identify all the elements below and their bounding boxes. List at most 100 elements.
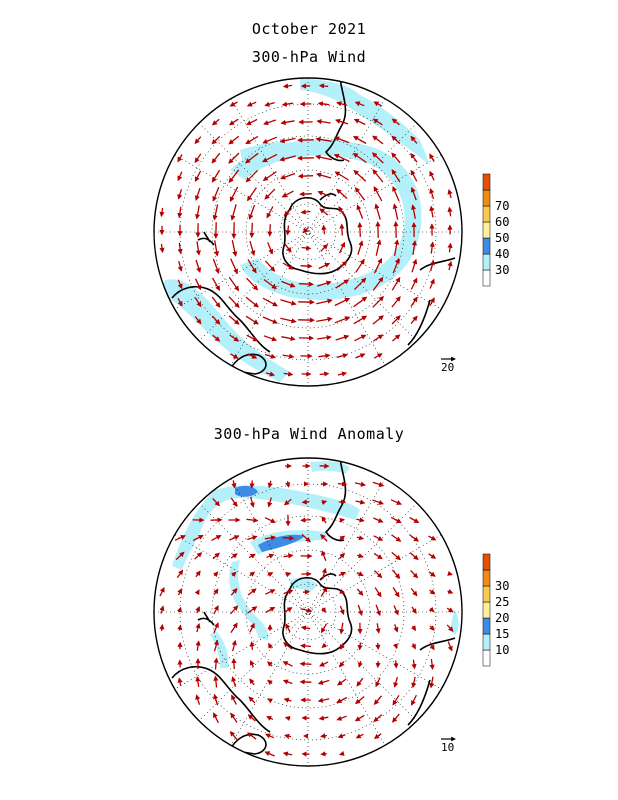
wind-vector — [392, 203, 399, 220]
wind-vector — [231, 240, 238, 257]
wind-vector — [411, 659, 417, 670]
wind-vector — [373, 695, 382, 705]
wind-vector — [228, 296, 240, 309]
wind-vector — [353, 277, 367, 291]
wind-vector — [410, 152, 418, 163]
wind-vector — [317, 679, 330, 685]
panel-1-reference-vector: 20 — [441, 356, 456, 374]
wind-vector — [339, 605, 345, 615]
panel-2-colorbar: 10 15 20 25 30 — [482, 553, 509, 667]
wind-vector — [335, 118, 349, 125]
wind-vector — [249, 659, 255, 668]
wind-vector — [228, 152, 240, 164]
wind-vector — [283, 553, 294, 559]
wind-vector — [177, 242, 183, 255]
wind-vector — [214, 240, 220, 257]
wind-vector — [446, 607, 454, 613]
wind-vector — [409, 534, 420, 542]
wind-vector — [177, 206, 183, 219]
wind-vector — [321, 516, 327, 524]
wind-vector — [428, 535, 437, 541]
panel-2-colorbar-label: 20 — [495, 611, 509, 625]
wind-vector — [320, 607, 326, 613]
wind-vector — [228, 315, 240, 325]
wind-vector — [321, 550, 327, 562]
wind-vector — [428, 553, 437, 559]
wind-vector — [248, 553, 256, 559]
wind-vector — [194, 316, 202, 325]
wind-vector — [374, 587, 382, 598]
wind-vector — [175, 551, 185, 561]
wind-vector — [263, 119, 277, 126]
wind-vector — [280, 119, 295, 126]
wind-vector — [375, 642, 381, 651]
wind-vector — [159, 605, 165, 614]
wind-vector — [280, 172, 296, 180]
wind-vector — [212, 204, 219, 221]
wind-vector — [356, 588, 364, 596]
wind-vector — [246, 277, 259, 291]
wind-vector — [356, 677, 364, 687]
wind-vector — [267, 480, 273, 489]
wind-vector — [246, 517, 259, 523]
wind-vector — [231, 657, 237, 670]
wind-vector — [429, 642, 435, 651]
wind-vector — [391, 152, 401, 164]
wind-vector — [297, 173, 314, 179]
wind-vector — [429, 589, 436, 595]
wind-vector — [282, 83, 293, 89]
wind-vector — [336, 715, 347, 721]
wind-vector — [264, 517, 276, 523]
wind-vector — [411, 258, 418, 273]
wind-vector — [321, 224, 327, 235]
wind-vector — [265, 260, 276, 272]
panel-2-colorbar-label: 30 — [495, 579, 509, 593]
wind-vector — [229, 535, 240, 541]
wind-vector — [372, 118, 383, 126]
wind-vector — [301, 499, 310, 505]
wind-vector — [339, 552, 346, 559]
wind-vector — [194, 589, 200, 596]
wind-vector — [281, 101, 294, 107]
wind-vector — [261, 153, 278, 163]
wind-vector — [372, 276, 384, 291]
wind-vector — [282, 353, 295, 359]
wind-vector — [231, 480, 237, 489]
wind-vector — [280, 317, 297, 324]
wind-vector — [246, 334, 259, 342]
wind-vector — [372, 499, 384, 505]
wind-vector — [338, 241, 346, 254]
wind-vector — [355, 696, 365, 705]
wind-vector — [283, 589, 294, 595]
wind-vector — [393, 677, 399, 688]
wind-vector — [230, 605, 239, 615]
wind-vector — [229, 334, 240, 342]
wind-vector — [247, 353, 258, 359]
wind-vector — [373, 552, 383, 560]
wind-vector — [213, 712, 219, 724]
wind-vector — [211, 152, 221, 164]
wind-vector — [176, 569, 184, 578]
wind-vector — [211, 169, 221, 183]
wind-vector — [262, 136, 278, 144]
wind-vector — [228, 169, 240, 184]
wind-vector — [159, 586, 165, 597]
wind-vector — [429, 278, 435, 289]
wind-vector — [334, 316, 351, 324]
wind-vector — [320, 533, 328, 542]
wind-vector — [177, 677, 183, 686]
wind-vector — [356, 517, 365, 523]
wind-vector — [373, 186, 383, 202]
wind-vector — [245, 118, 258, 126]
wind-vector — [354, 334, 367, 342]
wind-vector — [285, 572, 292, 577]
wind-vector — [229, 731, 239, 741]
wind-vector — [391, 334, 401, 342]
panel-1-title: 300-hPa Wind — [251, 48, 367, 66]
panel-2-colorbar-label: 15 — [495, 627, 509, 641]
wind-vector — [213, 622, 219, 634]
wind-vector — [393, 605, 399, 616]
wind-vector — [339, 622, 345, 635]
wind-vector — [230, 571, 237, 578]
wind-vector — [372, 295, 385, 308]
